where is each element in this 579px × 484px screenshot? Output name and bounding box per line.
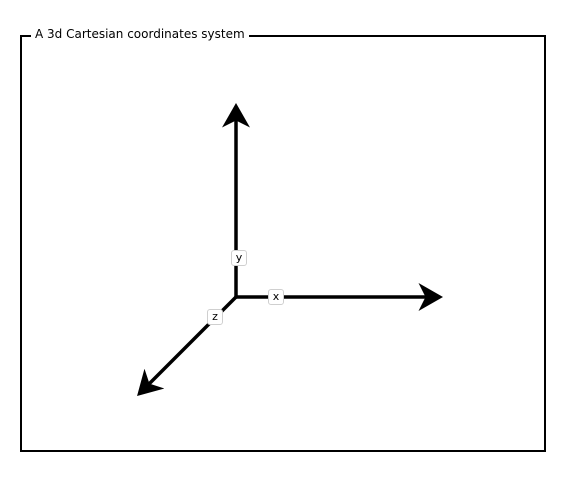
diagram-frame	[20, 35, 546, 452]
z-axis-label: z	[207, 309, 223, 325]
frame-title: A 3d Cartesian coordinates system	[31, 26, 249, 42]
x-axis-label: x	[268, 289, 284, 305]
y-axis-label: y	[231, 250, 247, 266]
